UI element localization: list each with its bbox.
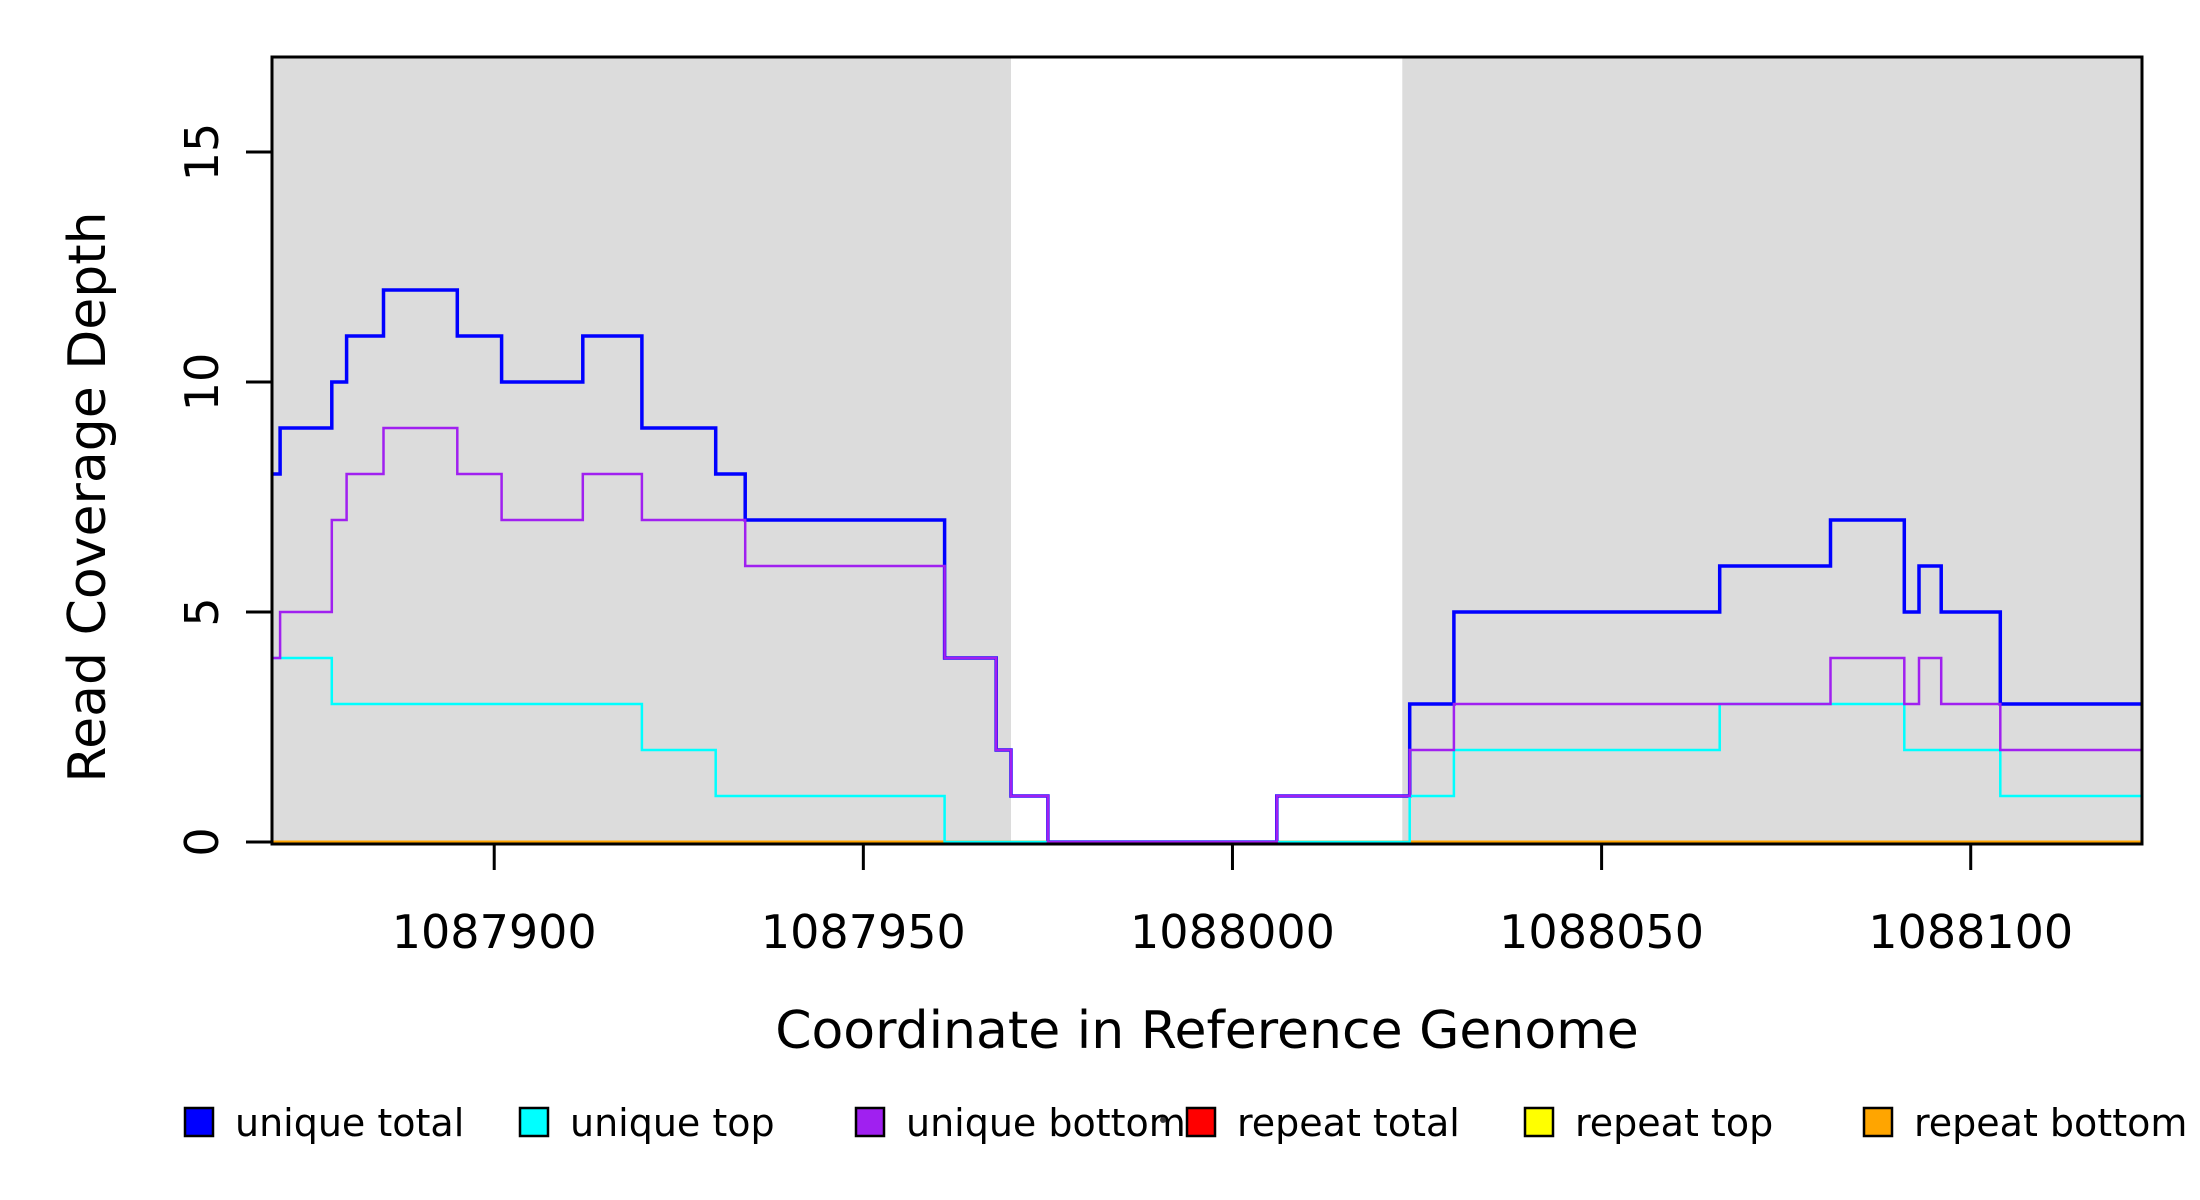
y-tick-label: 10 [175, 353, 229, 412]
x-tick-label: 1087900 [392, 905, 597, 959]
x-tick-label: 1088050 [1499, 905, 1704, 959]
stray-dot [1160, 1117, 1166, 1123]
y-axis: 0 5 10 15 [175, 123, 272, 857]
legend-item-unique-total: unique total [183, 1101, 464, 1145]
legend-label: repeat top [1575, 1101, 1773, 1145]
x-tick-label: 1088100 [1868, 905, 2073, 959]
legend-swatch-repeat-top [1523, 1106, 1555, 1138]
y-tick-label: 0 [175, 827, 229, 856]
legend: unique total unique top unique bottom repea… [183, 1101, 2187, 1145]
legend-item-repeat-top: repeat top [1523, 1101, 1773, 1145]
series-line-unique-bottom [272, 426, 2142, 844]
legend-label: repeat total [1237, 1101, 1460, 1145]
y-tick-label: 5 [175, 597, 229, 626]
legend-swatch-repeat-total [1185, 1106, 1217, 1138]
legend-label: repeat bottom [1914, 1101, 2187, 1145]
y-tick-label: 15 [175, 123, 229, 182]
legend-label: unique total [235, 1101, 464, 1145]
series-lines [272, 288, 2142, 844]
series-line-unique-top [272, 656, 2142, 844]
legend-swatch-unique-bottom [854, 1106, 886, 1138]
shaded-regions [272, 57, 2142, 844]
annotations [1160, 1117, 1166, 1123]
legend-label: unique top [570, 1101, 775, 1145]
legend-swatch-unique-total [183, 1106, 215, 1138]
legend-item-unique-bottom: unique bottom [854, 1101, 1186, 1145]
legend-label: unique bottom [906, 1101, 1186, 1145]
legend-swatch-unique-top [518, 1106, 550, 1138]
x-tick-label: 1087950 [761, 905, 966, 959]
legend-swatch-repeat-bottom [1862, 1106, 1894, 1138]
x-axis-title: Coordinate in Reference Genome [775, 1001, 1639, 1061]
plot-box-outline [270, 55, 2144, 846]
legend-item-repeat-total: repeat total [1185, 1101, 1460, 1145]
legend-item-repeat-bottom: repeat bottom [1862, 1101, 2187, 1145]
x-axis: 1087900 1087950 1088000 1088050 1088100 [392, 844, 2073, 959]
y-axis-title: Read Coverage Depth [58, 211, 118, 782]
x-tick-label: 1088000 [1130, 905, 1335, 959]
legend-item-unique-top: unique top [518, 1101, 775, 1145]
shaded-region [1402, 57, 2142, 844]
plot-border [270, 55, 2144, 846]
